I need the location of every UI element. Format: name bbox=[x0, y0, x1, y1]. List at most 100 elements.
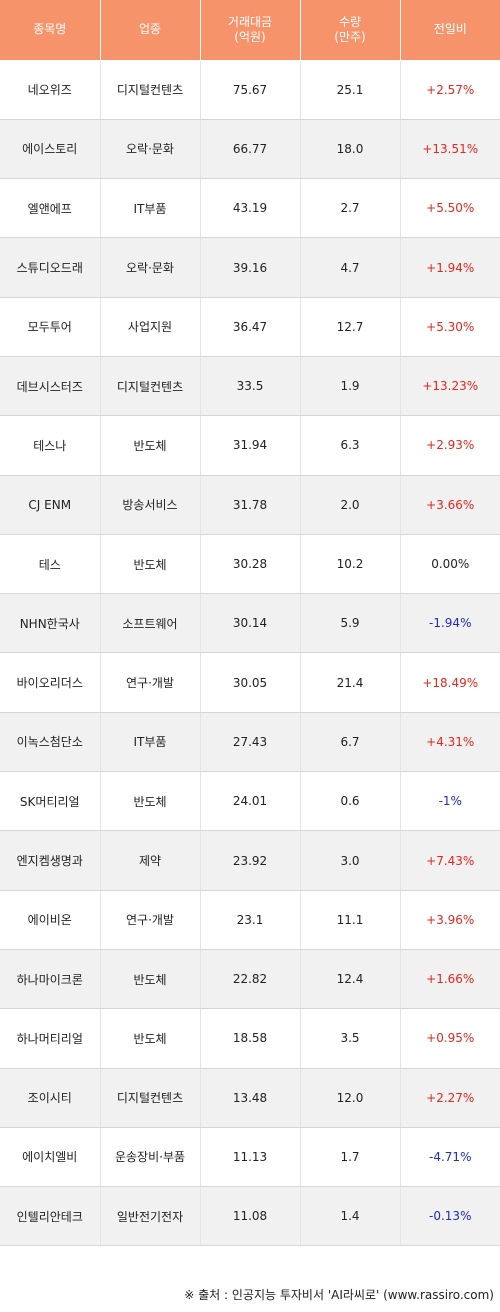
stock-name-cell: 인텔리안테크 bbox=[0, 1186, 101, 1247]
table-row: 엘앤에프 IT부품 43.19 2.7 +5.50% bbox=[0, 178, 500, 239]
stock-name-cell: 모두투어 bbox=[0, 297, 101, 357]
trade-volume-cell: 6.7 bbox=[300, 712, 401, 773]
price-change-cell: +5.50% bbox=[400, 178, 500, 239]
sector-cell: 사업지원 bbox=[100, 297, 201, 357]
stock-name-cell: 하나마이크론 bbox=[0, 949, 101, 1010]
stock-name-cell: 엔지켐생명과 bbox=[0, 830, 101, 891]
trade-amount-cell: 75.67 bbox=[200, 60, 301, 120]
sector-cell: 일반전기전자 bbox=[100, 1186, 201, 1247]
price-change-cell: +3.66% bbox=[400, 475, 500, 535]
sector-cell: 운송장비·부품 bbox=[100, 1127, 201, 1188]
header-name: 종목명 bbox=[0, 0, 101, 61]
price-change-cell: +2.27% bbox=[400, 1068, 500, 1128]
trade-volume-cell: 10.2 bbox=[300, 534, 401, 595]
price-change-cell: +5.30% bbox=[400, 297, 500, 357]
stock-name-cell: 바이오리더스 bbox=[0, 652, 101, 713]
table-row: 바이오리더스 연구·개발 30.05 21.4 +18.49% bbox=[0, 652, 500, 713]
stock-table: 종목명 업종 거래대금 (억원) 수량 (만주) 전일비 네오위즈 디지털컨텐츠 75.… bbox=[0, 0, 500, 1247]
stock-name-cell: 테스나 bbox=[0, 415, 101, 476]
stock-name-cell: 테스 bbox=[0, 534, 101, 595]
price-change-cell: +7.43% bbox=[400, 830, 500, 891]
trade-volume-cell: 2.7 bbox=[300, 178, 401, 239]
trade-volume-cell: 11.1 bbox=[300, 890, 401, 950]
table-row: 인텔리안테크 일반전기전자 11.08 1.4 -0.13% bbox=[0, 1186, 500, 1247]
trade-amount-cell: 24.01 bbox=[200, 771, 301, 832]
table-row: 테스나 반도체 31.94 6.3 +2.93% bbox=[0, 415, 500, 476]
table-row: 하나머티리얼 반도체 18.58 3.5 +0.95% bbox=[0, 1008, 500, 1069]
trade-volume-cell: 1.9 bbox=[300, 356, 401, 417]
stock-name-cell: 에이치엘비 bbox=[0, 1127, 101, 1188]
price-change-cell: -1.94% bbox=[400, 593, 500, 654]
price-change-cell: -0.13% bbox=[400, 1186, 500, 1247]
table-row: 엔지켐생명과 제약 23.92 3.0 +7.43% bbox=[0, 830, 500, 891]
table-row: 이녹스첨단소 IT부품 27.43 6.7 +4.31% bbox=[0, 712, 500, 773]
sector-cell: 디지털컨텐츠 bbox=[100, 1068, 201, 1128]
trade-amount-cell: 30.14 bbox=[200, 593, 301, 654]
trade-volume-cell: 12.0 bbox=[300, 1068, 401, 1128]
trade-volume-cell: 1.7 bbox=[300, 1127, 401, 1188]
trade-amount-cell: 31.94 bbox=[200, 415, 301, 476]
trade-amount-cell: 33.5 bbox=[200, 356, 301, 417]
sector-cell: IT부품 bbox=[100, 712, 201, 773]
table-row: SK머티리얼 반도체 24.01 0.6 -1% bbox=[0, 771, 500, 832]
trade-volume-cell: 12.4 bbox=[300, 949, 401, 1010]
trade-amount-cell: 18.58 bbox=[200, 1008, 301, 1069]
stock-name-cell: SK머티리얼 bbox=[0, 771, 101, 832]
price-change-cell: -1% bbox=[400, 771, 500, 832]
sector-cell: 디지털컨텐츠 bbox=[100, 356, 201, 417]
trade-amount-cell: 39.16 bbox=[200, 237, 301, 298]
table-row: 데브시스터즈 디지털컨텐츠 33.5 1.9 +13.23% bbox=[0, 356, 500, 417]
trade-amount-cell: 23.92 bbox=[200, 830, 301, 891]
header-volume: 수량 (만주) bbox=[300, 0, 401, 61]
price-change-cell: +1.66% bbox=[400, 949, 500, 1010]
trade-amount-cell: 66.77 bbox=[200, 119, 301, 180]
trade-amount-cell: 27.43 bbox=[200, 712, 301, 773]
sector-cell: 연구·개발 bbox=[100, 652, 201, 713]
stock-name-cell: NHN한국사 bbox=[0, 593, 101, 654]
trade-amount-cell: 30.05 bbox=[200, 652, 301, 713]
trade-volume-cell: 12.7 bbox=[300, 297, 401, 357]
sector-cell: 반도체 bbox=[100, 415, 201, 476]
price-change-cell: +13.23% bbox=[400, 356, 500, 417]
table-row: 에이치엘비 운송장비·부품 11.13 1.7 -4.71% bbox=[0, 1127, 500, 1188]
sector-cell: 반도체 bbox=[100, 534, 201, 595]
stock-name-cell: 네오위즈 bbox=[0, 60, 101, 120]
trade-amount-cell: 22.82 bbox=[200, 949, 301, 1010]
table-row: 에이스토리 오락·문화 66.77 18.0 +13.51% bbox=[0, 119, 500, 180]
sector-cell: 디지털컨텐츠 bbox=[100, 60, 201, 120]
trade-volume-cell: 5.9 bbox=[300, 593, 401, 654]
stock-name-cell: 엘앤에프 bbox=[0, 178, 101, 239]
stock-name-cell: CJ ENM bbox=[0, 475, 101, 535]
table-row: CJ ENM 방송서비스 31.78 2.0 +3.66% bbox=[0, 475, 500, 535]
price-change-cell: +18.49% bbox=[400, 652, 500, 713]
sector-cell: IT부품 bbox=[100, 178, 201, 239]
trade-amount-cell: 36.47 bbox=[200, 297, 301, 357]
source-note: ※ 출처 : 인공지능 투자비서 'AI라씨로' (www.rassiro.co… bbox=[184, 1288, 494, 1302]
sector-cell: 제약 bbox=[100, 830, 201, 891]
stock-name-cell: 이녹스첨단소 bbox=[0, 712, 101, 773]
trade-amount-cell: 30.28 bbox=[200, 534, 301, 595]
trade-volume-cell: 1.4 bbox=[300, 1186, 401, 1247]
price-change-cell: -4.71% bbox=[400, 1127, 500, 1188]
price-change-cell: +13.51% bbox=[400, 119, 500, 180]
stock-name-cell: 데브시스터즈 bbox=[0, 356, 101, 417]
table-row: NHN한국사 소프트웨어 30.14 5.9 -1.94% bbox=[0, 593, 500, 654]
trade-volume-cell: 3.5 bbox=[300, 1008, 401, 1069]
trade-volume-cell: 25.1 bbox=[300, 60, 401, 120]
sector-cell: 오락·문화 bbox=[100, 119, 201, 180]
sector-cell: 오락·문화 bbox=[100, 237, 201, 298]
table-row: 모두투어 사업지원 36.47 12.7 +5.30% bbox=[0, 297, 500, 357]
trade-volume-cell: 4.7 bbox=[300, 237, 401, 298]
sector-cell: 반도체 bbox=[100, 771, 201, 832]
header-sector: 업종 bbox=[100, 0, 201, 61]
trade-volume-cell: 3.0 bbox=[300, 830, 401, 891]
header-amount: 거래대금 (억원) bbox=[200, 0, 301, 61]
trade-amount-cell: 23.1 bbox=[200, 890, 301, 950]
price-change-cell: +4.31% bbox=[400, 712, 500, 773]
trade-volume-cell: 21.4 bbox=[300, 652, 401, 713]
price-change-cell: +3.96% bbox=[400, 890, 500, 950]
trade-amount-cell: 11.08 bbox=[200, 1186, 301, 1247]
price-change-cell: +2.57% bbox=[400, 60, 500, 120]
table-body: 네오위즈 디지털컨텐츠 75.67 25.1 +2.57% 에이스토리 오락·문화 66.77… bbox=[0, 60, 500, 1247]
stock-name-cell: 하나머티리얼 bbox=[0, 1008, 101, 1069]
